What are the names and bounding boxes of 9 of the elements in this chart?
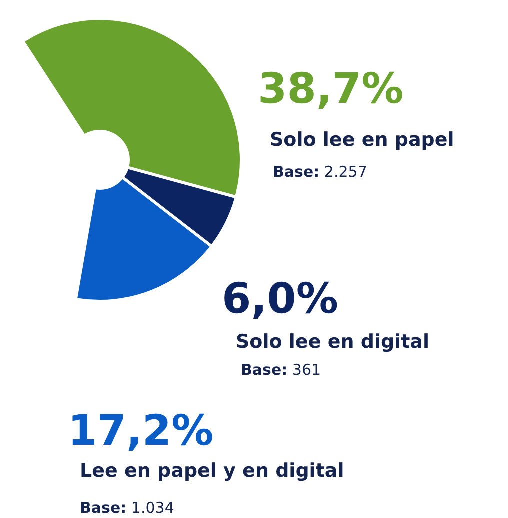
text: Base: 2.257	[273, 163, 368, 181]
slice-label: Solo lee en digital	[236, 331, 430, 353]
data-label: 38,7%	[258, 64, 404, 113]
slice-label: Lee en papel y en digital	[80, 460, 344, 482]
text: Base: 361	[241, 361, 322, 379]
data-label: 6,0%	[222, 274, 338, 323]
slice-label: Solo lee en papel	[270, 129, 454, 151]
data-label: 17,2%	[68, 406, 214, 455]
text: Base: 1.034	[80, 499, 174, 517]
